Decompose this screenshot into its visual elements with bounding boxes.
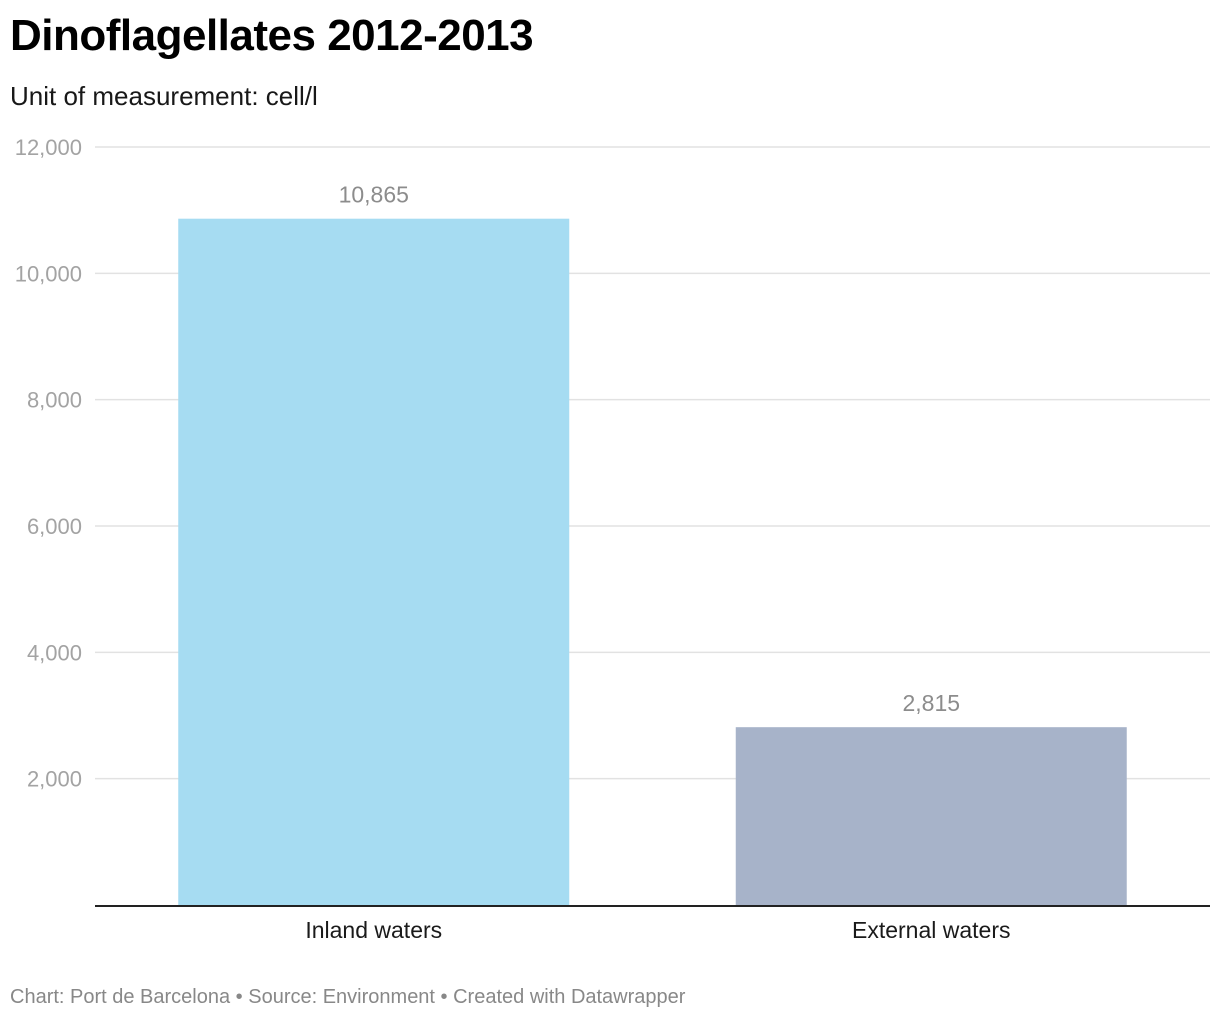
category-labels: Inland waters External waters xyxy=(305,917,1010,943)
bar-external-waters xyxy=(735,727,1127,905)
y-tick-label: 2,000 xyxy=(27,767,82,792)
chart-title: Dinoflagellates 2012-2013 xyxy=(10,11,534,60)
category-label: Inland waters xyxy=(305,917,442,943)
bar-inland-waters xyxy=(178,218,570,906)
y-tick-label: 8,000 xyxy=(27,388,82,413)
y-tick-label: 6,000 xyxy=(27,514,82,539)
y-tick-label: 10,000 xyxy=(15,261,82,286)
y-tick-label: 4,000 xyxy=(27,640,82,665)
y-axis-ticks: 2,000 4,000 6,000 8,000 10,000 12,000 xyxy=(15,135,82,792)
bar-chart: 2,000 4,000 6,000 8,000 10,000 12,000 10,865 2… xyxy=(15,135,1210,943)
value-labels: 10,865 2,815 xyxy=(339,182,960,716)
category-label: External waters xyxy=(852,917,1011,943)
chart-subtitle: Unit of measurement: cell/l xyxy=(10,81,318,111)
y-tick-label: 12,000 xyxy=(15,135,82,160)
value-label: 10,865 xyxy=(339,182,409,208)
chart-footer: Chart: Port de Barcelona • Source: Envir… xyxy=(10,986,686,1008)
bars xyxy=(178,218,1127,906)
value-label: 2,815 xyxy=(902,690,960,716)
